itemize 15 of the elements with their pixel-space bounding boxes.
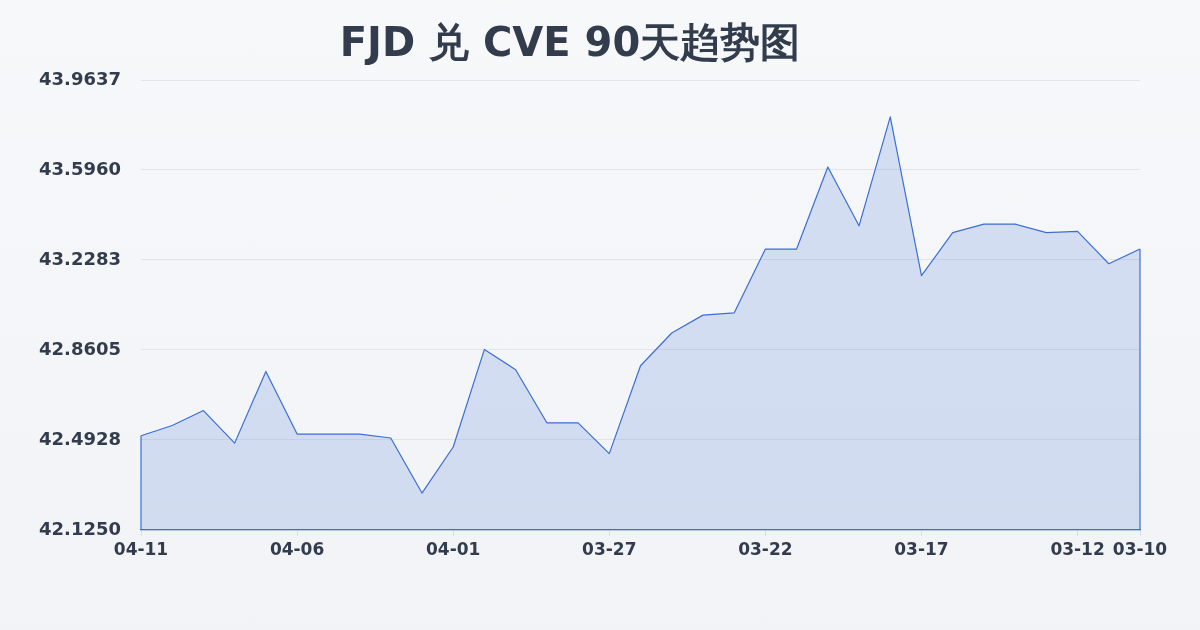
chart-title: FJD 兑 CVE 90天趋势图 <box>339 19 801 66</box>
y-tick-label: 43.9637 <box>39 67 121 89</box>
x-tick-label: 03-10 <box>1112 538 1168 559</box>
x-tick-label: 04-11 <box>113 538 169 559</box>
x-tick-label: 03-12 <box>1050 538 1105 559</box>
x-tick-label: 03-27 <box>582 538 637 559</box>
y-tick-label: 42.1250 <box>39 517 121 539</box>
x-tick-label: 03-22 <box>738 538 793 559</box>
y-tick-label: 43.5960 <box>39 157 121 179</box>
y-tick-label: 43.2283 <box>39 247 121 269</box>
y-tick-label: 42.8605 <box>39 337 121 359</box>
y-tick-label: 42.4928 <box>39 427 121 449</box>
x-tick-label: 03-17 <box>894 538 949 559</box>
x-tick-label: 04-06 <box>269 538 325 559</box>
x-tick-label: 04-01 <box>426 538 481 559</box>
